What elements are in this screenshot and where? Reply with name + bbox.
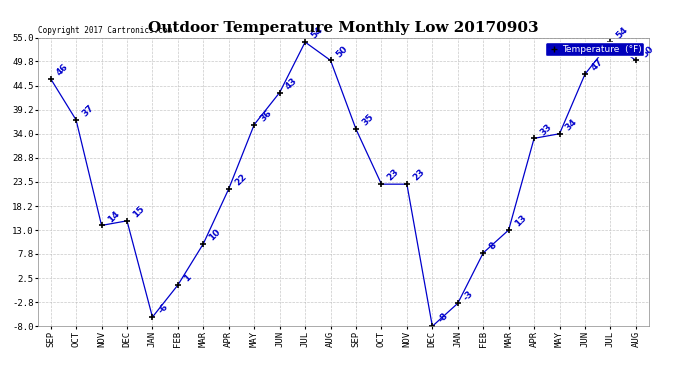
Text: 10: 10 [208,227,223,242]
Text: 15: 15 [131,204,146,219]
Text: -3: -3 [462,288,475,302]
Legend: Temperature  (°F): Temperature (°F) [545,42,644,56]
Text: 1: 1 [182,273,193,284]
Text: 34: 34 [564,117,579,132]
Text: 43: 43 [284,76,299,91]
Text: 13: 13 [513,213,528,229]
Text: 54: 54 [615,26,630,41]
Text: 8: 8 [487,241,498,252]
Text: 33: 33 [538,122,553,137]
Text: 36: 36 [258,108,274,123]
Text: 54: 54 [309,26,324,41]
Title: Outdoor Temperature Monthly Low 20170903: Outdoor Temperature Monthly Low 20170903 [148,21,539,35]
Text: 22: 22 [233,172,248,188]
Text: 46: 46 [55,62,70,77]
Text: 35: 35 [360,112,375,128]
Text: 50: 50 [335,44,350,59]
Text: 47: 47 [589,57,604,73]
Text: 23: 23 [411,168,426,183]
Text: 37: 37 [80,104,96,118]
Text: Copyright 2017 Cartronics.com: Copyright 2017 Cartronics.com [38,26,172,34]
Text: -6: -6 [157,302,170,316]
Text: 50: 50 [640,44,656,59]
Text: 23: 23 [386,168,401,183]
Text: -8: -8 [437,311,450,325]
Text: 14: 14 [106,209,121,224]
